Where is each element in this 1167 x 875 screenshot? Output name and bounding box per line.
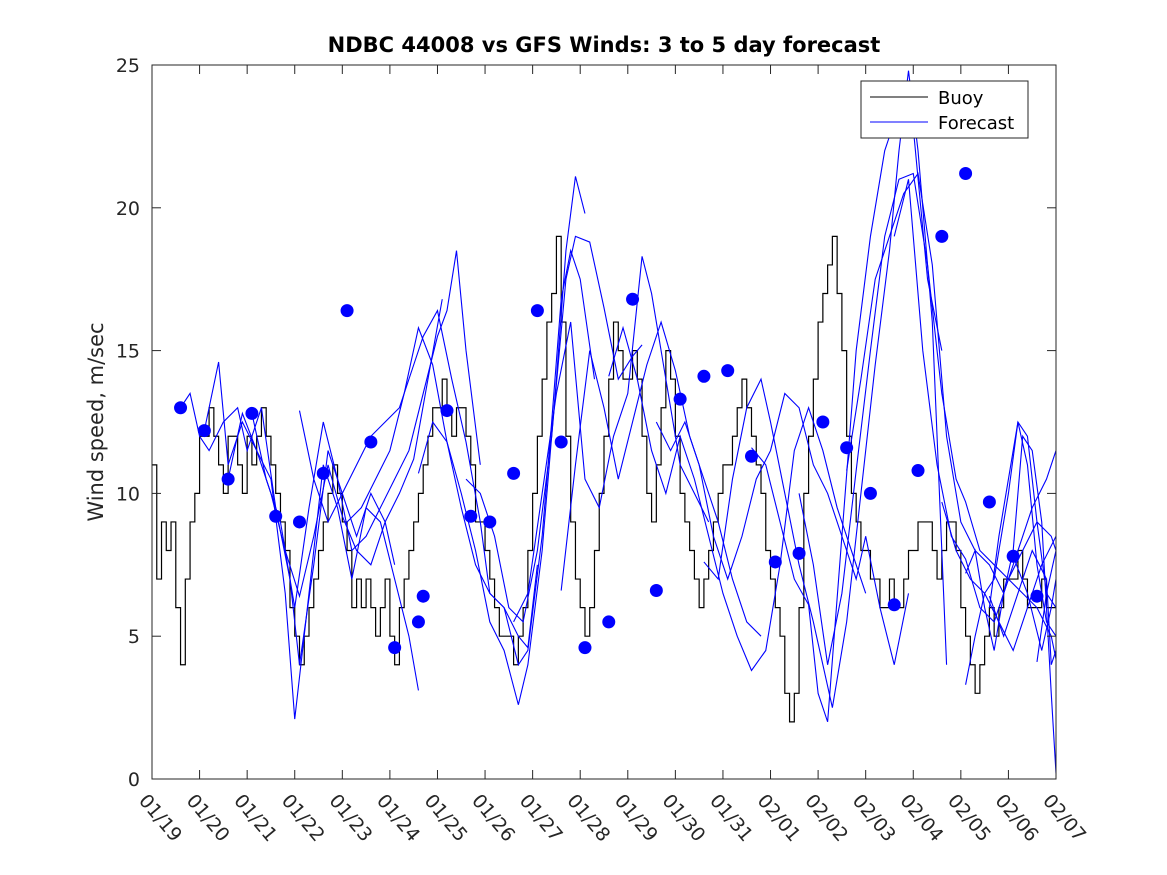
forecast-marker bbox=[1030, 589, 1044, 603]
forecast-marker bbox=[292, 515, 306, 529]
forecast-line bbox=[513, 256, 710, 623]
forecast-marker bbox=[1006, 549, 1020, 563]
forecast-marker bbox=[269, 509, 283, 523]
forecast-marker bbox=[673, 392, 687, 406]
buoy-series bbox=[152, 235, 1056, 723]
forecast-marker bbox=[411, 615, 425, 629]
forecast-marker bbox=[440, 404, 454, 418]
forecast-marker bbox=[416, 589, 430, 603]
forecast-line bbox=[180, 392, 396, 665]
plot-frame bbox=[151, 64, 1057, 780]
forecast-line bbox=[417, 176, 586, 705]
forecast-marker bbox=[697, 369, 711, 383]
forecast-marker bbox=[744, 449, 758, 463]
forecast-marker bbox=[507, 466, 521, 480]
y-tick-label: 5 bbox=[128, 626, 140, 648]
y-tick-label: 0 bbox=[128, 769, 140, 791]
forecast-line bbox=[608, 325, 867, 672]
forecast-line bbox=[965, 420, 1057, 685]
forecast-marker bbox=[626, 292, 640, 306]
forecast-line bbox=[560, 320, 762, 637]
forecast-marker bbox=[554, 435, 568, 449]
forecast-marker bbox=[792, 546, 806, 560]
forecast-marker bbox=[816, 415, 830, 429]
forecast-marker bbox=[887, 598, 901, 612]
forecast-marker bbox=[245, 406, 259, 420]
forecast-series bbox=[180, 70, 1057, 774]
y-axis-label: Wind speed, m/sec bbox=[84, 322, 108, 521]
forecast-marker bbox=[340, 304, 354, 318]
legend-buoy-label: Buoy bbox=[938, 88, 984, 109]
forecast-marker bbox=[221, 472, 235, 486]
chart-title: NDBC 44008 vs GFS Winds: 3 to 5 day fore… bbox=[328, 33, 881, 57]
forecast-marker bbox=[911, 464, 925, 478]
forecast-line bbox=[988, 421, 1057, 637]
forecast-line bbox=[798, 172, 1057, 665]
forecast-markers bbox=[174, 167, 1044, 655]
legend-box bbox=[860, 80, 1029, 139]
forecast-line bbox=[465, 235, 643, 624]
y-tick-label: 15 bbox=[116, 341, 140, 363]
forecast-marker bbox=[959, 167, 973, 181]
forecast-marker bbox=[602, 615, 616, 629]
forecast-marker bbox=[364, 435, 378, 449]
buoy-line bbox=[152, 235, 1056, 723]
forecast-marker bbox=[174, 401, 188, 415]
forecast-line bbox=[846, 172, 1057, 595]
forecast-marker bbox=[840, 441, 854, 455]
forecast-marker bbox=[935, 229, 949, 243]
forecast-marker bbox=[197, 424, 211, 438]
legend-forecast-label: Forecast bbox=[938, 113, 1014, 134]
forecast-marker bbox=[530, 304, 544, 318]
forecast-marker bbox=[464, 509, 478, 523]
forecast-marker bbox=[649, 584, 663, 598]
forecast-marker bbox=[578, 641, 592, 655]
forecast-line bbox=[655, 392, 910, 665]
forecast-marker bbox=[768, 555, 782, 569]
forecast-line bbox=[227, 299, 443, 599]
y-tick-label: 20 bbox=[116, 198, 140, 220]
legend: Buoy Forecast bbox=[860, 80, 1029, 139]
forecast-marker bbox=[388, 641, 402, 655]
forecast-marker bbox=[721, 364, 735, 378]
forecast-line bbox=[1012, 556, 1057, 651]
y-tick-label: 25 bbox=[116, 55, 140, 77]
forecast-marker bbox=[483, 515, 497, 529]
forecast-marker bbox=[316, 466, 330, 480]
y-tick-label: 10 bbox=[116, 483, 140, 505]
forecast-line bbox=[346, 248, 596, 667]
forecast-marker bbox=[863, 486, 877, 500]
forecast-line bbox=[988, 549, 1057, 665]
forecast-marker bbox=[982, 495, 996, 509]
forecast-line bbox=[251, 250, 481, 608]
